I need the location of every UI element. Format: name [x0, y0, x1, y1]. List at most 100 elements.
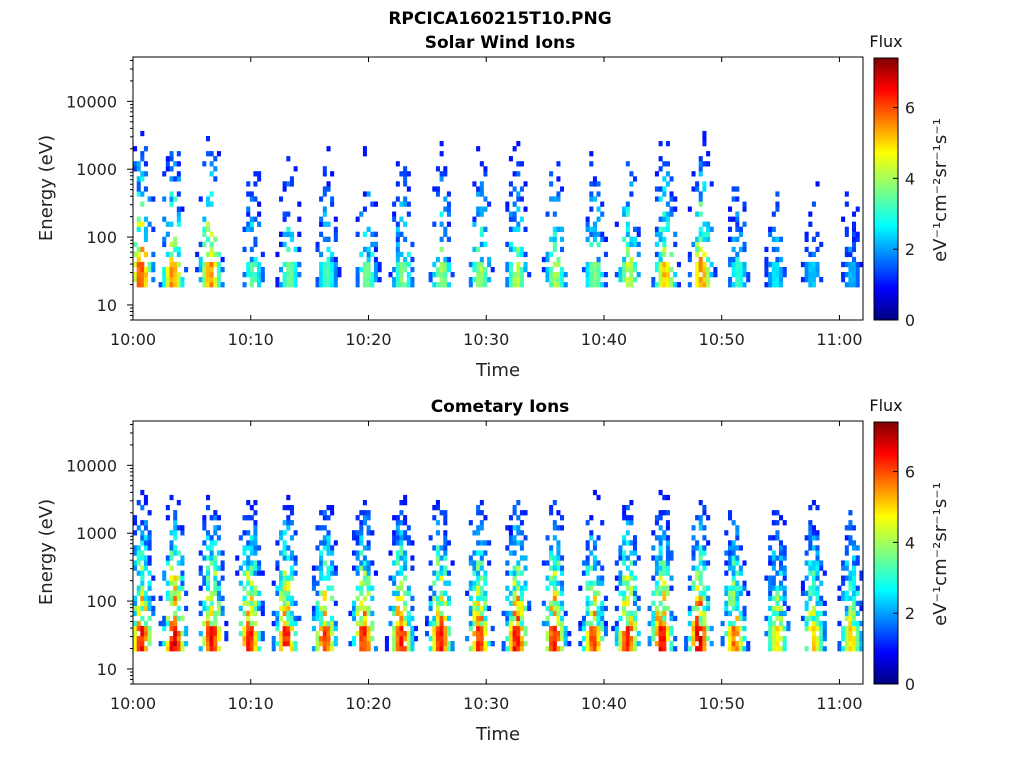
- flux-cell: [289, 520, 294, 526]
- flux-cell: [140, 191, 145, 197]
- flux-cell: [728, 277, 733, 283]
- flux-cell: [768, 590, 773, 596]
- flux-cell: [176, 272, 181, 278]
- flux-cell: [724, 631, 729, 637]
- flux-cell: [140, 550, 145, 556]
- flux-cell: [556, 277, 561, 283]
- flux-cell: [180, 525, 185, 531]
- flux-cell: [549, 550, 554, 556]
- flux-cell: [556, 580, 561, 586]
- flux-cell: [811, 610, 816, 617]
- flux-cell: [275, 585, 280, 591]
- flux-cell: [249, 515, 254, 521]
- flux-cell: [373, 272, 378, 278]
- flux-cell: [819, 241, 824, 248]
- flux-cell: [516, 251, 521, 258]
- flux-cell: [143, 590, 148, 596]
- flux-cell: [165, 282, 170, 288]
- flux-cell: [738, 615, 743, 622]
- flux-cell: [815, 505, 820, 511]
- flux-cell: [589, 625, 594, 632]
- flux-cell: [651, 615, 656, 622]
- flux-cell: [527, 605, 532, 612]
- flux-cell: [614, 605, 619, 612]
- flux-cell: [406, 251, 411, 258]
- flux-cell: [216, 585, 221, 591]
- flux-cell: [289, 550, 294, 556]
- flux-cell: [684, 641, 689, 647]
- flux-cell: [614, 585, 619, 591]
- flux-cell: [658, 620, 663, 627]
- flux-cell: [315, 600, 320, 606]
- flux-cell: [432, 595, 437, 601]
- flux-cell: [592, 261, 597, 268]
- flux-cell: [808, 251, 813, 258]
- flux-cell: [439, 221, 444, 227]
- flux-cell: [425, 615, 430, 622]
- colorbar-tick-label: 2: [905, 604, 915, 623]
- flux-cell: [140, 261, 145, 268]
- flux-cell: [326, 515, 331, 521]
- flux-cell: [173, 550, 178, 556]
- flux-cell: [728, 625, 733, 632]
- flux-cell: [322, 282, 327, 288]
- flux-cell: [147, 636, 152, 642]
- flux-cell: [768, 555, 773, 561]
- flux-cell: [392, 211, 397, 217]
- flux-cell: [319, 525, 324, 531]
- flux-cell: [479, 560, 484, 566]
- flux-cell: [322, 625, 327, 632]
- flux-cell: [556, 510, 561, 516]
- flux-cell: [647, 636, 652, 642]
- flux-cell: [665, 625, 670, 632]
- flux-cell: [728, 550, 733, 556]
- flux-cell: [662, 560, 667, 566]
- flux-cell: [855, 206, 860, 212]
- flux-cell: [439, 171, 444, 177]
- flux-cell: [322, 267, 327, 273]
- flux-cell: [395, 560, 400, 566]
- flux-cell: [293, 600, 298, 606]
- flux-cell: [658, 555, 663, 561]
- flux-cell: [209, 595, 214, 601]
- flux-cell: [282, 600, 287, 606]
- flux-cell: [209, 540, 214, 546]
- flux-cell: [176, 500, 181, 506]
- flux-cell: [476, 282, 481, 288]
- flux-cell: [508, 525, 513, 531]
- flux-cell: [176, 595, 181, 601]
- flux-cell: [695, 211, 700, 217]
- flux-cell: [625, 221, 630, 227]
- flux-cell: [209, 246, 214, 253]
- flux-cell: [235, 570, 240, 576]
- flux-cell: [848, 267, 853, 273]
- flux-cell: [779, 595, 784, 601]
- flux-cell: [508, 191, 513, 197]
- flux-cell: [209, 191, 214, 197]
- flux-cell: [545, 636, 550, 642]
- flux-cell: [629, 261, 634, 268]
- flux-cell: [322, 560, 327, 566]
- flux-cell: [702, 565, 707, 571]
- flux-cell: [165, 580, 170, 586]
- flux-cell: [403, 620, 408, 627]
- flux-cell: [654, 196, 659, 202]
- flux-cell: [206, 641, 211, 647]
- flux-cell: [698, 231, 703, 237]
- flux-cell: [476, 610, 481, 617]
- flux-cell: [257, 600, 262, 606]
- flux-cell: [257, 211, 262, 217]
- flux-cell: [779, 620, 784, 627]
- flux-cell: [282, 585, 287, 591]
- flux-cell: [728, 216, 733, 222]
- flux-cell: [209, 251, 214, 258]
- flux-cell: [169, 151, 174, 157]
- flux-cell: [658, 489, 663, 496]
- flux-cell: [662, 565, 667, 571]
- flux-cell: [746, 590, 751, 596]
- flux-cell: [297, 615, 302, 622]
- flux-cell: [687, 575, 692, 581]
- flux-cell: [136, 176, 141, 182]
- flux-cell: [728, 646, 733, 652]
- flux-cell: [446, 256, 451, 263]
